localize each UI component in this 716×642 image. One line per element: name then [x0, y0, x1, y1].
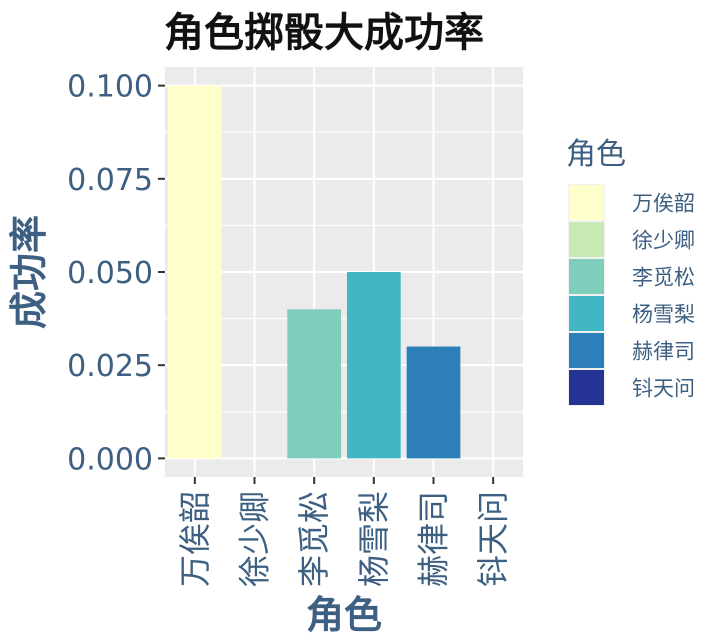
chart-title: 角色掷骰大成功率	[164, 10, 484, 56]
y-tick-label: 0.000	[67, 442, 153, 477]
y-axis: 0.000 0.025 0.050 0.075 0.100	[67, 70, 165, 477]
bar	[346, 272, 401, 459]
y-tick-label: 0.025	[67, 349, 153, 384]
legend-key	[569, 185, 604, 220]
legend-label: 李觅松	[632, 266, 695, 290]
bar	[287, 309, 342, 459]
y-axis-title: 成功率	[7, 215, 51, 329]
legend-key	[569, 222, 604, 257]
bar	[406, 346, 461, 459]
legend-key	[569, 259, 604, 294]
y-tick-label: 0.100	[67, 70, 153, 105]
legend-key	[569, 333, 604, 368]
x-axis: 万俟韶 徐少卿 李觅松 杨雪梨 赫律司 钭天问	[176, 477, 512, 587]
legend-label: 赫律司	[632, 340, 695, 364]
bar	[167, 85, 222, 459]
x-tick-label: 徐少卿	[236, 491, 274, 587]
x-tick-label: 万俟韶	[176, 491, 214, 587]
x-tick-label: 李觅松	[295, 491, 333, 587]
legend-title: 角色	[566, 137, 626, 172]
legend-label: 杨雪梨	[632, 303, 695, 327]
x-axis-title: 角色	[306, 593, 382, 637]
legend-key	[569, 296, 604, 331]
legend-label: 徐少卿	[632, 229, 695, 253]
y-tick-label: 0.050	[67, 256, 153, 291]
x-tick-label: 钭天问	[474, 491, 512, 587]
legend-key	[569, 370, 604, 405]
bars	[167, 85, 461, 459]
x-tick-label: 赫律司	[415, 491, 453, 587]
legend-label: 钭天问	[632, 377, 695, 401]
y-tick-label: 0.075	[67, 163, 153, 198]
x-tick-label: 杨雪梨	[355, 491, 393, 587]
legend-label: 万俟韶	[632, 192, 695, 216]
grid-minor	[165, 131, 523, 413]
